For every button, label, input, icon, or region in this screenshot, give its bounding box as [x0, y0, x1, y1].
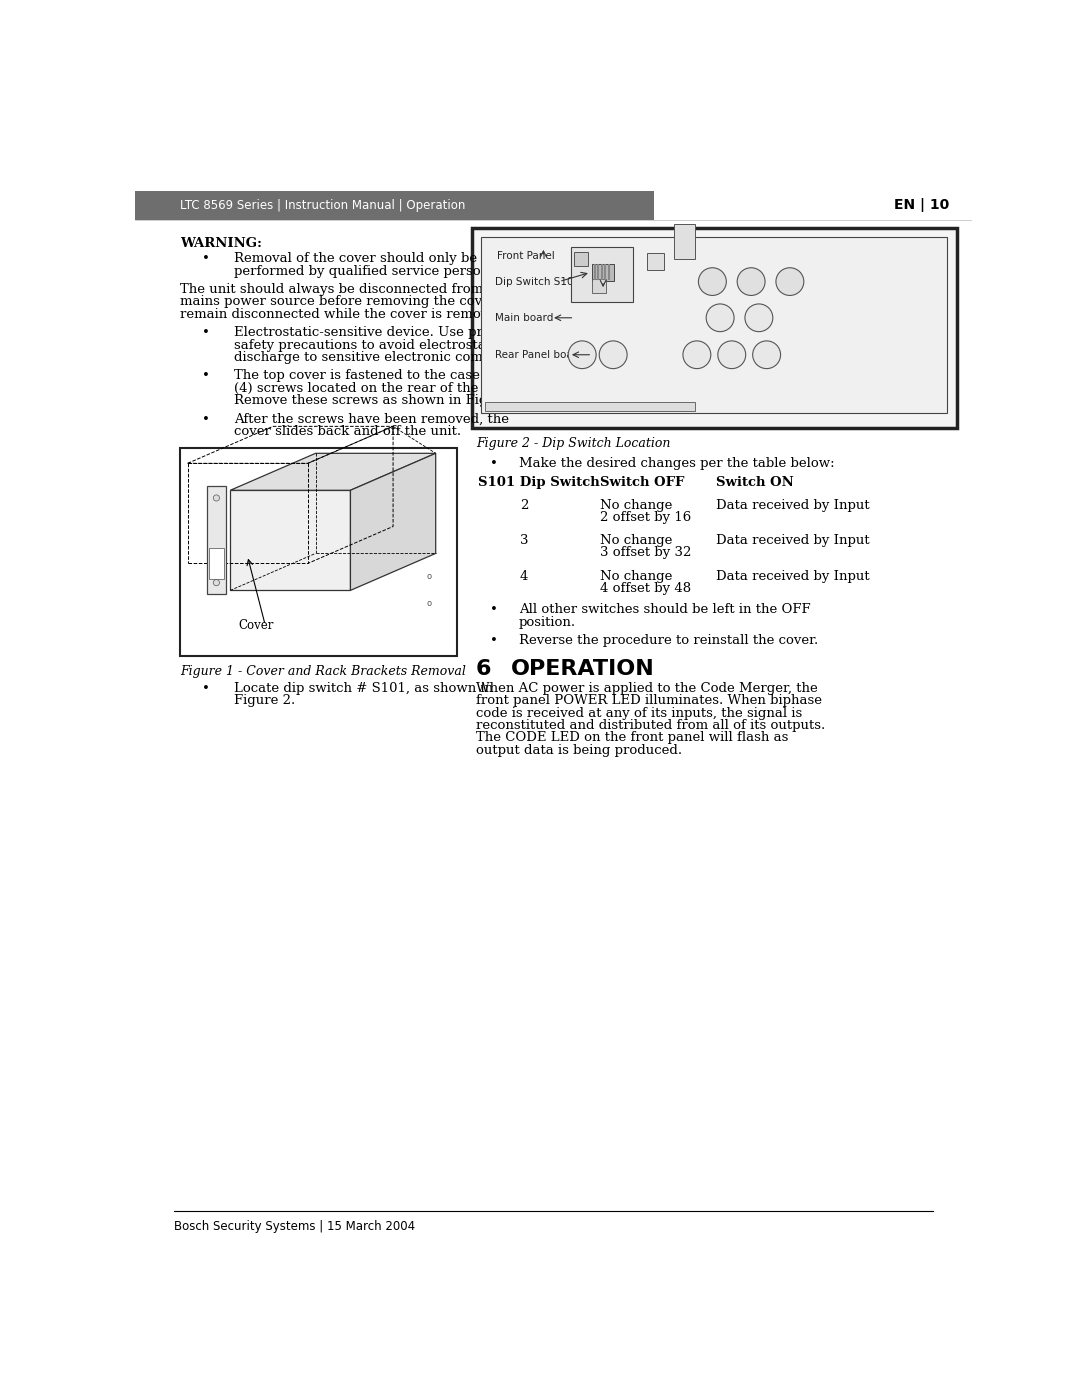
Bar [575, 253, 589, 267]
Bar [674, 224, 696, 258]
Text: Dip Switch S101: Dip Switch S101 [496, 277, 581, 286]
Bar [654, 191, 972, 219]
Text: code is received at any of its inputs, the signal is: code is received at any of its inputs, t… [476, 707, 802, 719]
Bar [135, 191, 654, 219]
Text: Electrostatic-sensitive device. Use proper ESD: Electrostatic-sensitive device. Use prop… [234, 327, 548, 339]
Text: Main board: Main board [496, 313, 554, 323]
Text: S101 Dip Switch: S101 Dip Switch [477, 475, 599, 489]
Text: •: • [202, 253, 210, 265]
Bar [210, 548, 225, 578]
Text: No change: No change [600, 570, 673, 583]
Text: Remove these screws as shown in Figure 1.: Remove these screws as shown in Figure 1… [234, 394, 527, 407]
Text: o: o [427, 571, 432, 581]
Text: Reverse the procedure to reinstall the cover.: Reverse the procedure to reinstall the c… [518, 634, 818, 647]
Text: Make the desired changes per the table below:: Make the desired changes per the table b… [518, 457, 834, 471]
Bar [472, 228, 957, 427]
Text: Switch OFF: Switch OFF [600, 475, 685, 489]
Circle shape [775, 268, 804, 295]
Bar [180, 448, 457, 655]
Text: discharge to sensitive electronic components.: discharge to sensitive electronic compon… [234, 351, 540, 363]
Text: 2: 2 [519, 499, 528, 511]
Circle shape [699, 268, 727, 295]
Bar [647, 253, 663, 270]
Text: (4) screws located on the rear of the unit.: (4) screws located on the rear of the un… [234, 381, 513, 395]
Circle shape [683, 341, 711, 369]
Text: Data received by Input: Data received by Input [716, 534, 869, 548]
Bar [482, 237, 947, 412]
Circle shape [745, 305, 773, 331]
Text: The CODE LED on the front panel will flash as: The CODE LED on the front panel will fla… [476, 731, 788, 745]
Circle shape [753, 341, 781, 369]
Text: Figure 2 - Dip Switch Location: Figure 2 - Dip Switch Location [476, 437, 671, 450]
Polygon shape [230, 453, 435, 490]
Text: 6: 6 [476, 659, 491, 679]
Text: Data received by Input: Data received by Input [716, 570, 869, 583]
Text: performed by qualified service personnel.: performed by qualified service personnel… [234, 264, 514, 278]
Circle shape [568, 341, 596, 369]
Text: OPERATION: OPERATION [511, 659, 654, 679]
Text: No change: No change [600, 499, 673, 511]
Text: •: • [202, 369, 210, 383]
Text: reconstituted and distributed from all of its outputs.: reconstituted and distributed from all o… [476, 719, 825, 732]
Circle shape [599, 341, 627, 369]
Text: position.: position. [518, 616, 576, 629]
Text: The top cover is fastened to the case by four: The top cover is fastened to the case by… [234, 369, 532, 383]
Text: Rear Panel board: Rear Panel board [496, 349, 584, 360]
Circle shape [706, 305, 734, 331]
Text: output data is being produced.: output data is being produced. [476, 743, 683, 757]
Text: cover slides back and off the unit.: cover slides back and off the unit. [234, 425, 461, 437]
Text: Figure 1 - Cover and Rack Brackets Removal: Figure 1 - Cover and Rack Brackets Remov… [180, 665, 465, 678]
Circle shape [718, 341, 745, 369]
Text: Figure 2.: Figure 2. [234, 694, 296, 707]
Text: 2 offset by 16: 2 offset by 16 [600, 511, 691, 524]
Bar [592, 279, 606, 293]
Text: Removal of the cover should only be: Removal of the cover should only be [234, 253, 477, 265]
Text: safety precautions to avoid electrostatic: safety precautions to avoid electrostati… [234, 338, 502, 352]
Text: remain disconnected while the cover is removed.: remain disconnected while the cover is r… [180, 307, 509, 321]
Text: •: • [202, 682, 210, 694]
Text: WARNING:: WARNING: [180, 237, 262, 250]
Bar [592, 264, 613, 281]
Text: All other switches should be left in the OFF: All other switches should be left in the… [518, 604, 810, 616]
Polygon shape [350, 453, 435, 591]
Text: Locate dip switch # S101, as shown in: Locate dip switch # S101, as shown in [234, 682, 494, 694]
Text: •: • [490, 457, 498, 471]
Text: •: • [202, 412, 210, 426]
Text: 3: 3 [519, 534, 528, 548]
Text: When AC power is applied to the Code Merger, the: When AC power is applied to the Code Mer… [476, 682, 818, 694]
Text: front panel POWER LED illuminates. When biphase: front panel POWER LED illuminates. When … [476, 694, 822, 707]
Bar [230, 490, 350, 591]
Text: 3 offset by 32: 3 offset by 32 [600, 546, 691, 559]
Text: Cover: Cover [238, 619, 273, 631]
Text: 4 offset by 48: 4 offset by 48 [600, 583, 691, 595]
Circle shape [213, 495, 219, 502]
Bar [207, 486, 227, 594]
Circle shape [738, 268, 765, 295]
Circle shape [213, 580, 219, 585]
Text: Switch ON: Switch ON [716, 475, 794, 489]
Text: The unit should always be disconnected from the: The unit should always be disconnected f… [180, 284, 509, 296]
Text: o: o [427, 599, 432, 608]
Text: Front Panel: Front Panel [497, 251, 555, 261]
Text: EN | 10: EN | 10 [893, 198, 948, 212]
Text: •: • [490, 634, 498, 647]
Text: No change: No change [600, 534, 673, 548]
Text: 4: 4 [519, 570, 528, 583]
Bar [570, 247, 633, 302]
Text: After the screws have been removed, the: After the screws have been removed, the [234, 412, 509, 426]
Text: ON: ON [594, 253, 609, 264]
Text: •: • [490, 604, 498, 616]
Bar [485, 402, 694, 411]
Text: Bosch Security Systems | 15 March 2004: Bosch Security Systems | 15 March 2004 [174, 1220, 415, 1234]
Text: Data received by Input: Data received by Input [716, 499, 869, 511]
Text: •: • [202, 327, 210, 339]
Text: mains power source before removing the cover, and: mains power source before removing the c… [180, 295, 528, 309]
Text: LTC 8569 Series | Instruction Manual | Operation: LTC 8569 Series | Instruction Manual | O… [180, 198, 465, 212]
